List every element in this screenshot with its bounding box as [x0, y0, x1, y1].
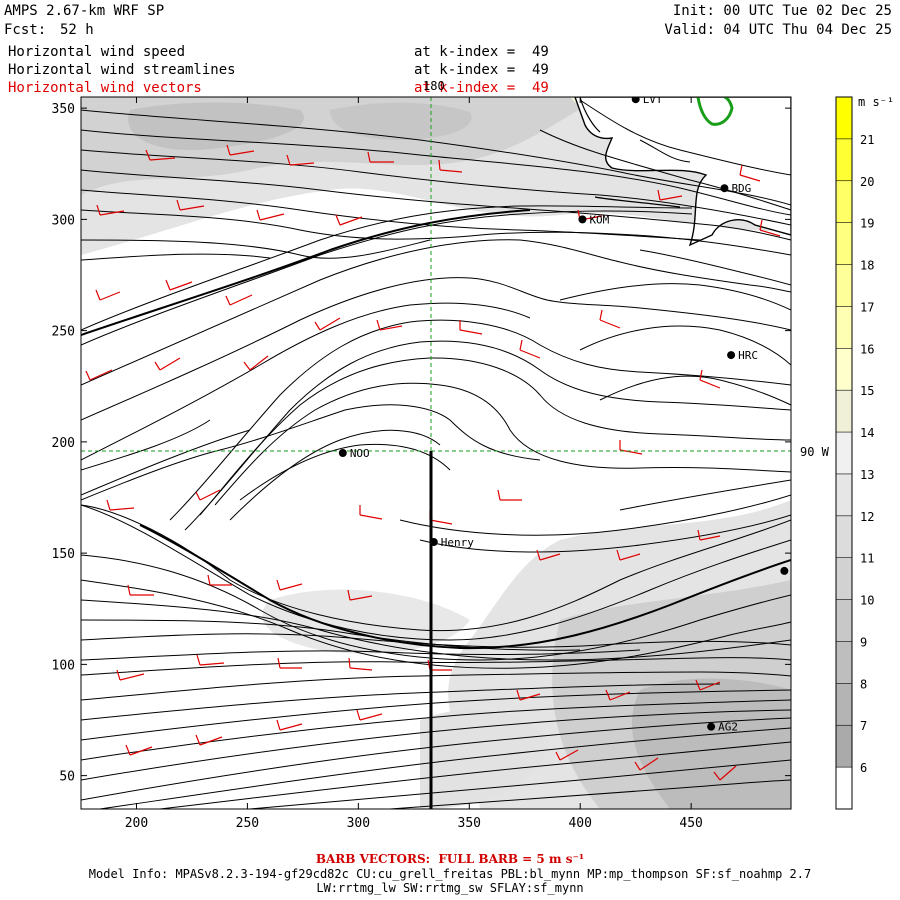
colorbar-segment: [836, 473, 852, 516]
colorbar-label: 7: [860, 719, 867, 733]
parallel-label: 90 W: [800, 445, 830, 459]
colorbar-segment: [836, 767, 852, 809]
colorbar-segment: [836, 641, 852, 684]
station-dot: [631, 97, 640, 104]
barb-note-text: BARB VECTORS: FULL BARB = 5 m s⁻¹: [315, 852, 585, 866]
x-tick-label: 450: [679, 816, 702, 831]
colorbar-label: 9: [860, 635, 867, 649]
valid-time: Valid: 04 UTC Thu 04 Dec 25: [664, 22, 892, 38]
colorbar-label: 8: [860, 677, 867, 691]
x-tick-label: 350: [458, 816, 481, 831]
field-name-vectors: Horizontal wind vectors: [8, 80, 202, 96]
station-markers: LVT BDG KOM HRC NOO Henry AG2: [338, 93, 789, 734]
model-info-2: LW:rrtmg_lw SW:rrtmg_sw SFLAY:sf_mynn: [316, 881, 584, 895]
y-tick-label: 50: [59, 770, 75, 785]
y-tick-label: 200: [52, 436, 75, 451]
colorbar-segment: [836, 557, 852, 600]
meridian-label: 180: [423, 79, 445, 93]
colorbar-segment: [836, 138, 852, 181]
station-dot: [338, 449, 347, 457]
colorbar-label: 18: [860, 259, 874, 273]
station-label: NOO: [350, 447, 370, 460]
colorbar-segment: [836, 348, 852, 391]
station-label: Henry: [441, 536, 474, 549]
y-axis: 50 100 150 200 250 300 350: [52, 102, 791, 785]
station-dot: [707, 722, 716, 731]
y-tick-label: 100: [52, 658, 75, 673]
y-tick-label: 250: [52, 325, 75, 340]
colorbar-label: 20: [860, 175, 874, 189]
colorbar-segment: [836, 306, 852, 349]
colorbar-label: 15: [860, 384, 874, 398]
field-name-speed: Horizontal wind speed: [8, 44, 186, 60]
station-label: KOM: [589, 213, 609, 226]
streamlines: [81, 99, 791, 809]
field-level-speed: at k-index = 49: [414, 44, 549, 60]
colorbar-segment: [836, 725, 852, 768]
colorbar-label: 11: [860, 552, 874, 566]
colorbar-label: 16: [860, 342, 874, 356]
station-dot: [727, 351, 736, 360]
station-label: LVT: [643, 93, 663, 106]
colorbar-frame: [835, 96, 853, 810]
colorbar-label: 17: [860, 300, 874, 314]
station-dot: [720, 184, 729, 193]
colorbar-label: 12: [860, 510, 874, 524]
y-tick-label: 300: [52, 213, 75, 228]
field-level-vectors: at k-index = 49: [414, 80, 549, 96]
colorbar-label: 6: [860, 761, 867, 775]
colorbar-label: 21: [860, 133, 874, 147]
barb-note: BARB VECTORS: FULL BARB = 5 m s⁻¹: [0, 852, 900, 866]
colorbar-unit: m s⁻¹: [858, 95, 894, 109]
station-label: BDG: [731, 182, 751, 195]
x-axis: 200 250 300 350 400 450: [125, 97, 703, 831]
colorbar-segment: [836, 97, 852, 139]
colorbar-label: 10: [860, 594, 874, 608]
model-title: AMPS 2.67-km WRF SP: [4, 3, 165, 19]
colorbar-segment: [836, 264, 852, 307]
x-tick-label: 400: [568, 816, 591, 831]
model-info: Model Info: MPASv8.2.3-194-gf29cd82c CU:…: [88, 867, 812, 881]
colorbar-segment: [836, 222, 852, 265]
map-frame: [80, 96, 792, 810]
colorbar-segment: [836, 683, 852, 726]
station-dot: [780, 566, 789, 575]
station-dot: [429, 538, 438, 546]
x-tick-label: 300: [347, 816, 370, 831]
y-tick-label: 350: [52, 102, 75, 117]
forecast-label: Fcst:: [4, 22, 47, 38]
colorbar-segment: [836, 432, 852, 474]
wind-barbs: [85, 144, 781, 781]
colorbar-segment: [836, 515, 852, 558]
colorbar: 21 20 19 18 17 16 15 14 13 12 11 10 9 8 7 6: [835, 96, 874, 810]
colorbar-label: 19: [860, 217, 874, 231]
colorbar-label: 14: [860, 426, 874, 440]
forecast-hour: 52 h: [60, 22, 94, 38]
x-tick-label: 200: [125, 816, 148, 831]
y-tick-label: 150: [52, 547, 75, 562]
station-label: AG2: [718, 721, 738, 734]
colorbar-label: 13: [860, 468, 874, 482]
x-tick-label: 250: [236, 816, 259, 831]
init-time: Init: 00 UTC Tue 02 Dec 25: [672, 3, 892, 19]
map-area: LVT BDG KOM HRC NOO Henry AG2: [81, 93, 791, 809]
station-label: HRC: [738, 349, 758, 362]
station-dot: [578, 215, 587, 224]
colorbar-segment: [836, 390, 852, 433]
field-name-streamlines: Horizontal wind streamlines: [8, 62, 236, 78]
colorbar-segment: [836, 599, 852, 642]
colorbar-segment: [836, 180, 852, 223]
field-level-streamlines: at k-index = 49: [414, 62, 549, 78]
